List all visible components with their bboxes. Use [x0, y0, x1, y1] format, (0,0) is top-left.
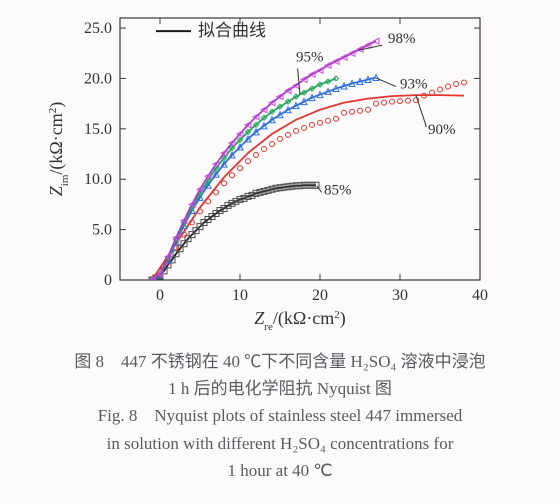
svg-text:Zre/(kΩ·cm2): Zre/(kΩ·cm2) — [254, 308, 345, 333]
svg-text:98%: 98% — [388, 31, 416, 47]
svg-text:5.0: 5.0 — [92, 222, 112, 239]
svg-text:30: 30 — [392, 287, 408, 304]
svg-text:拟合曲线: 拟合曲线 — [198, 21, 266, 40]
caption-en-2: in solution with different H₂SO₄ concent… — [0, 430, 560, 457]
caption-en-1: Fig. 8 Nyquist plots of stainless steel … — [0, 402, 560, 429]
caption-zh-1: 图 8 447 不锈钢在 40 ℃下不同含量 H₂SO₄ 溶液中浸泡 — [0, 348, 560, 375]
svg-text:20.0: 20.0 — [84, 70, 112, 87]
chart-svg: 0 10 20 30 40 0 5.0 10.0 15.0 20.0 25.0 Zre/(kΩ·cm2… — [0, 0, 560, 340]
svg-text:10: 10 — [232, 287, 248, 304]
svg-text:15.0: 15.0 — [84, 121, 112, 138]
svg-text:93%: 93% — [400, 77, 428, 93]
svg-text:20: 20 — [312, 287, 328, 304]
caption: 图 8 447 不锈钢在 40 ℃下不同含量 H₂SO₄ 溶液中浸泡 1 h 后… — [0, 348, 560, 484]
svg-text:Zim/(kΩ·cm2): Zim/(kΩ·cm2) — [46, 102, 71, 197]
svg-text:90%: 90% — [428, 122, 456, 138]
svg-text:85%: 85% — [324, 182, 352, 198]
svg-text:0: 0 — [156, 287, 164, 304]
figure-container: 0 10 20 30 40 0 5.0 10.0 15.0 20.0 25.0 Zre/(kΩ·cm2… — [0, 0, 560, 504]
svg-text:0: 0 — [104, 272, 112, 289]
nyquist-plot: 0 10 20 30 40 0 5.0 10.0 15.0 20.0 25.0 Zre/(kΩ·cm2… — [0, 0, 560, 340]
svg-text:95%: 95% — [296, 49, 324, 65]
caption-zh-2: 1 h 后的电化学阻抗 Nyquist 图 — [0, 375, 560, 402]
svg-text:10.0: 10.0 — [84, 171, 112, 188]
svg-text:40: 40 — [472, 287, 488, 304]
svg-text:25.0: 25.0 — [84, 20, 112, 37]
caption-en-3: 1 hour at 40 ℃ — [0, 457, 560, 484]
